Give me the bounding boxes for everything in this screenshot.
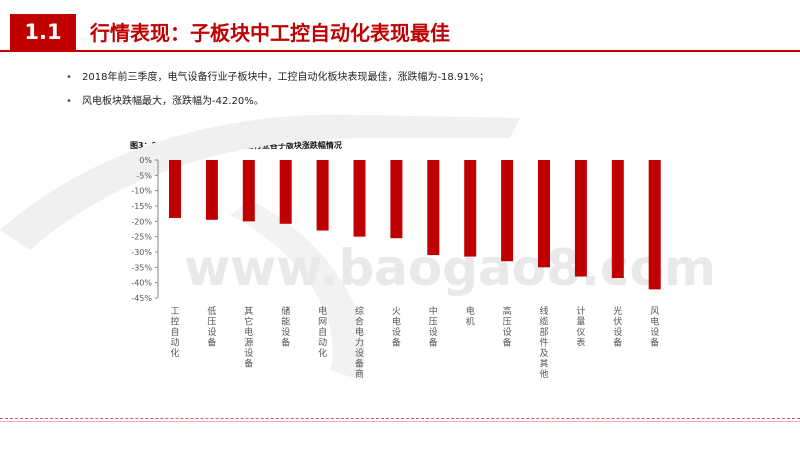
bar bbox=[279, 160, 292, 224]
page-title: 行情表现：子板块中工控自动化表现最佳 bbox=[90, 21, 450, 45]
bar bbox=[242, 160, 255, 222]
x-tick-label: 电网自动化 bbox=[318, 305, 327, 359]
x-tick-label: 其它电源设备 bbox=[244, 306, 253, 370]
y-tick-label: -25% bbox=[131, 233, 152, 242]
bullet-list: 2018年前三季度，电气设备行业子板块中，工控自动化板块表现最佳，涨跌幅为-18… bbox=[66, 70, 766, 118]
bar bbox=[390, 160, 403, 239]
bar bbox=[538, 160, 550, 268]
header-band: 1.1 行情表现：子板块中工控自动化表现最佳 bbox=[0, 14, 800, 52]
x-axis-labels: 工控自动化 低压设备 其它电源设备 储能设备 电网自动化 综合电力设备商 火电设备 中压设备 电… bbox=[170, 305, 659, 380]
bar bbox=[316, 160, 329, 231]
bar bbox=[501, 160, 514, 262]
x-tick-label: 电机 bbox=[466, 305, 475, 328]
y-tick-label: -40% bbox=[131, 279, 152, 288]
bar bbox=[169, 160, 181, 218]
bar bbox=[427, 160, 440, 256]
y-tick-label: -10% bbox=[131, 187, 152, 196]
bar bbox=[464, 160, 477, 257]
y-tick-label: -45% bbox=[131, 294, 152, 303]
x-tick-label: 风电设备 bbox=[650, 306, 659, 349]
bar bbox=[648, 160, 661, 290]
x-tick-label: 计量仪表 bbox=[576, 305, 585, 349]
y-tick-label: -5% bbox=[136, 171, 152, 180]
x-tick-label: 低压设备 bbox=[207, 305, 216, 349]
bar bbox=[574, 160, 587, 277]
y-tick-label: 0% bbox=[139, 156, 152, 165]
bullet-item: 风电板块跌幅最大，涨跌幅为-42.20%。 bbox=[66, 94, 766, 118]
footer-divider bbox=[0, 421, 800, 422]
x-tick-label: 工控自动化 bbox=[170, 307, 179, 359]
x-tick-label: 高压设备 bbox=[503, 305, 512, 349]
footer-divider bbox=[0, 418, 800, 419]
bars bbox=[169, 160, 661, 290]
bar bbox=[205, 160, 218, 220]
y-tick-label: -35% bbox=[131, 263, 152, 272]
bar bbox=[611, 160, 624, 279]
x-tick-label: 综合电力设备商 bbox=[355, 305, 364, 380]
y-tick-label: -15% bbox=[131, 202, 152, 211]
x-tick-label: 储能设备 bbox=[281, 305, 290, 349]
bar bbox=[353, 160, 366, 237]
x-tick-label: 线缆部件及其他 bbox=[539, 305, 548, 380]
x-tick-label: 火电设备 bbox=[392, 306, 401, 349]
x-tick-label: 光伏设备 bbox=[613, 305, 622, 349]
watermark-text: www.baogao8.com bbox=[184, 239, 716, 297]
y-tick-label: -30% bbox=[131, 248, 152, 257]
watermark-swoosh bbox=[0, 114, 520, 250]
y-axis: 0% -5% -10% -15% -20% -25% -30% -35% -40% -45% bbox=[131, 156, 159, 303]
x-tick-label: 中压设备 bbox=[429, 305, 438, 349]
bullet-item: 2018年前三季度，电气设备行业子板块中，工控自动化板块表现最佳，涨跌幅为-18… bbox=[66, 70, 766, 94]
section-number: 1.1 bbox=[10, 14, 76, 50]
y-tick-label: -20% bbox=[131, 217, 152, 226]
